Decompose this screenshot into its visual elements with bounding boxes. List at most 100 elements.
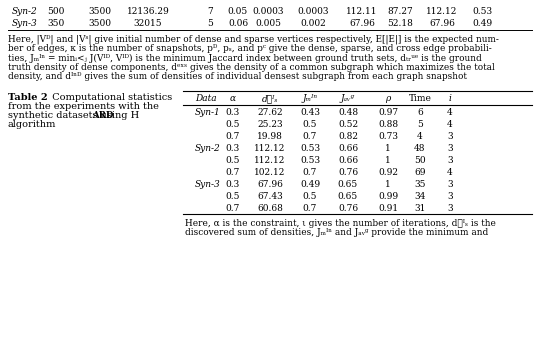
Text: 12136.29: 12136.29 — [126, 7, 170, 16]
Text: 35: 35 — [414, 180, 426, 189]
Text: Data: Data — [195, 94, 217, 103]
Text: 112.12: 112.12 — [426, 7, 458, 16]
Text: Table 2: Table 2 — [8, 93, 48, 102]
Text: 0.91: 0.91 — [378, 204, 398, 213]
Text: from the experiments with the: from the experiments with the — [8, 102, 159, 111]
Text: 0.0003: 0.0003 — [252, 7, 284, 16]
Text: 48: 48 — [414, 144, 426, 153]
Text: Computational statistics: Computational statistics — [46, 93, 172, 102]
Text: 52.18: 52.18 — [387, 19, 413, 28]
Text: 0.5: 0.5 — [303, 192, 318, 201]
Text: 0.7: 0.7 — [303, 132, 317, 141]
Text: 32015: 32015 — [134, 19, 163, 28]
Text: ρ: ρ — [386, 94, 390, 103]
Text: 87.27: 87.27 — [387, 7, 413, 16]
Text: 0.99: 0.99 — [378, 192, 398, 201]
Text: 4: 4 — [417, 132, 423, 141]
Text: 0.82: 0.82 — [338, 132, 358, 141]
Text: 3500: 3500 — [89, 7, 111, 16]
Text: 1: 1 — [385, 156, 391, 165]
Text: discovered sum of densities, Jₘᴵⁿ and Jₐᵥᵍ provide the minimum and: discovered sum of densities, Jₘᴵⁿ and Jₐ… — [185, 228, 488, 237]
Text: Syn-2: Syn-2 — [195, 144, 221, 153]
Text: 500: 500 — [48, 7, 65, 16]
Text: 0.3: 0.3 — [226, 144, 240, 153]
Text: Jₐᵥᵍ: Jₐᵥᵍ — [341, 94, 355, 103]
Text: 350: 350 — [48, 19, 65, 28]
Text: Jₘᴵⁿ: Jₘᴵⁿ — [302, 94, 318, 103]
Text: 0.5: 0.5 — [303, 120, 318, 129]
Text: 67.96: 67.96 — [349, 19, 375, 28]
Text: 67.43: 67.43 — [257, 192, 283, 201]
Text: 31: 31 — [414, 204, 426, 213]
Text: 0.53: 0.53 — [300, 156, 320, 165]
Text: 3: 3 — [447, 144, 453, 153]
Text: 0.002: 0.002 — [300, 19, 326, 28]
Text: 4: 4 — [447, 120, 453, 129]
Text: 0.48: 0.48 — [338, 108, 358, 117]
Text: i: i — [449, 94, 451, 103]
Text: 0.97: 0.97 — [378, 108, 398, 117]
Text: 0.76: 0.76 — [338, 168, 358, 177]
Text: synthetic datasets using H: synthetic datasets using H — [8, 111, 139, 120]
Text: 112.12: 112.12 — [254, 156, 286, 165]
Text: 60.68: 60.68 — [257, 204, 283, 213]
Text: Syn-3: Syn-3 — [12, 19, 38, 28]
Text: 102.12: 102.12 — [254, 168, 286, 177]
Text: Syn-1: Syn-1 — [195, 108, 221, 117]
Text: 50: 50 — [414, 156, 426, 165]
Text: 0.7: 0.7 — [303, 204, 317, 213]
Text: 0.92: 0.92 — [378, 168, 398, 177]
Text: algorithm: algorithm — [8, 120, 56, 129]
Text: 0.5: 0.5 — [226, 156, 240, 165]
Text: 0.3: 0.3 — [226, 108, 240, 117]
Text: 0.66: 0.66 — [338, 156, 358, 165]
Text: Syn-2: Syn-2 — [12, 7, 38, 16]
Text: α: α — [230, 94, 236, 103]
Text: ties, Jₘᴵⁿ = minᵢ<ⱼ J(Vᴵᴰ, Vᴵᴰ) is the minimum Jaccard index between ground trut: ties, Jₘᴵⁿ = minᵢ<ⱼ J(Vᴵᴰ, Vᴵᴰ) is the m… — [8, 53, 482, 63]
Text: ber of edges, κ is the number of snapshots, pᴰ, pₛ, and pᶜ give the dense, spars: ber of edges, κ is the number of snapsho… — [8, 44, 492, 53]
Text: Here, |Vᴰ| and |Vˢ| give initial number of dense and sparse vertices respectivel: Here, |Vᴰ| and |Vˢ| give initial number … — [8, 35, 499, 45]
Text: 0.65: 0.65 — [338, 192, 358, 201]
Text: 4: 4 — [447, 168, 453, 177]
Text: 5: 5 — [207, 19, 213, 28]
Text: 0.7: 0.7 — [226, 168, 240, 177]
Text: Syn-3: Syn-3 — [195, 180, 221, 189]
Text: 0.0003: 0.0003 — [297, 7, 329, 16]
Text: 0.06: 0.06 — [228, 19, 248, 28]
Text: 3: 3 — [447, 192, 453, 201]
Text: 0.3: 0.3 — [226, 180, 240, 189]
Text: 25.23: 25.23 — [257, 120, 283, 129]
Text: 69: 69 — [414, 168, 426, 177]
Text: 3500: 3500 — [89, 19, 111, 28]
Text: Here, α is the constraint, ι gives the number of iterations, d₞ᴵₛ is the: Here, α is the constraint, ι gives the n… — [185, 219, 496, 228]
Text: 112.12: 112.12 — [254, 144, 286, 153]
Text: 5: 5 — [417, 120, 423, 129]
Text: 1: 1 — [385, 144, 391, 153]
Text: 67.96: 67.96 — [429, 19, 455, 28]
Text: 0.05: 0.05 — [228, 7, 248, 16]
Text: 3: 3 — [447, 180, 453, 189]
Text: 4: 4 — [447, 108, 453, 117]
Text: truth density of dense components, dᵉˣˢ gives the density of a common subgraph w: truth density of dense components, dᵉˣˢ … — [8, 63, 495, 72]
Text: d₞ᴵₛ: d₞ᴵₛ — [262, 94, 278, 103]
Text: 6: 6 — [417, 108, 423, 117]
Text: 0.52: 0.52 — [338, 120, 358, 129]
Text: 3: 3 — [447, 204, 453, 213]
Text: 3: 3 — [447, 132, 453, 141]
Text: 19.98: 19.98 — [257, 132, 283, 141]
Text: 3: 3 — [447, 156, 453, 165]
Text: 0.65: 0.65 — [338, 180, 358, 189]
Text: 0.5: 0.5 — [226, 192, 240, 201]
Text: Time: Time — [409, 94, 431, 103]
Text: 1: 1 — [385, 180, 391, 189]
Text: 0.7: 0.7 — [226, 132, 240, 141]
Text: 0.53: 0.53 — [472, 7, 492, 16]
Text: 7: 7 — [207, 7, 213, 16]
Text: 0.88: 0.88 — [378, 120, 398, 129]
Text: 0.005: 0.005 — [255, 19, 281, 28]
Text: 0.73: 0.73 — [378, 132, 398, 141]
Text: 34: 34 — [414, 192, 426, 201]
Text: 0.53: 0.53 — [300, 144, 320, 153]
Text: 0.43: 0.43 — [300, 108, 320, 117]
Text: 27.62: 27.62 — [257, 108, 283, 117]
